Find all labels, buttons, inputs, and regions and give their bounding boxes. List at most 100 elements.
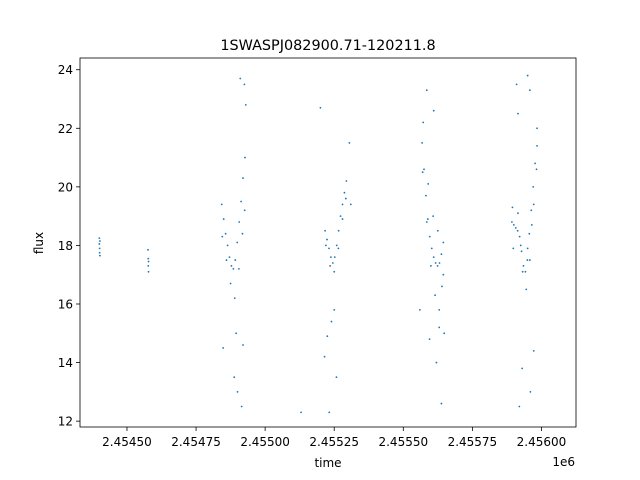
x-tick-label: 2.45575 — [448, 435, 498, 449]
data-point — [442, 273, 445, 276]
x-tick-label: 2.45450 — [102, 435, 152, 449]
x-axis: 2.45450 2.45475 2.45500 2.45525 2.45550 2.455… — [102, 427, 566, 449]
data-point — [233, 297, 236, 300]
data-point — [435, 361, 438, 364]
x-tick-label: 2.45600 — [517, 435, 567, 449]
y-tick-label: 24 — [58, 63, 73, 77]
data-point — [333, 256, 336, 259]
data-point — [330, 256, 332, 259]
data-point — [430, 265, 432, 267]
data-point — [530, 209, 533, 212]
data-point — [233, 376, 236, 379]
data-point — [512, 224, 515, 226]
data-point — [98, 243, 101, 245]
data-point — [331, 262, 334, 264]
data-point — [442, 241, 445, 244]
data-point — [434, 262, 437, 264]
data-point — [98, 247, 101, 250]
x-axis-label: time — [314, 456, 341, 470]
data-point — [511, 206, 514, 209]
data-point — [147, 248, 149, 251]
data-point — [222, 218, 225, 220]
x-tick-label: 2.45525 — [309, 435, 359, 449]
data-point — [345, 180, 348, 182]
data-point — [536, 144, 538, 147]
data-point — [147, 257, 150, 260]
data-point — [524, 270, 527, 273]
data-point — [518, 235, 521, 238]
data-point — [425, 221, 428, 223]
data-point — [99, 240, 101, 242]
data-point — [530, 224, 533, 226]
data-point — [244, 156, 246, 159]
data-point — [529, 390, 532, 393]
data-point — [222, 347, 225, 349]
data-point — [98, 251, 101, 254]
data-point — [325, 244, 327, 247]
data-point — [526, 74, 529, 77]
data-point — [230, 265, 233, 267]
data-point — [243, 83, 246, 86]
data-point — [512, 247, 515, 250]
data-point — [147, 270, 150, 273]
data-point — [436, 229, 439, 232]
data-point — [438, 326, 441, 329]
data-point — [344, 197, 347, 200]
data-point — [534, 162, 536, 165]
data-point — [422, 121, 425, 124]
data-point — [330, 320, 333, 323]
y-tick-label: 18 — [58, 239, 73, 253]
data-point — [300, 411, 302, 414]
data-point — [240, 405, 243, 408]
data-point — [516, 229, 519, 232]
data-point — [517, 212, 519, 215]
data-point — [225, 259, 228, 261]
data-point — [536, 127, 538, 130]
data-point — [333, 270, 336, 273]
data-point — [517, 112, 519, 115]
data-point — [522, 265, 525, 267]
data-point — [235, 332, 238, 335]
data-point — [514, 226, 517, 229]
data-point — [337, 247, 340, 250]
data-point — [242, 177, 244, 179]
data-point — [528, 232, 531, 235]
plot-frame — [79, 57, 577, 428]
y-tick-label: 12 — [58, 415, 73, 429]
data-point — [241, 232, 244, 235]
data-point — [147, 265, 150, 267]
data-point — [221, 235, 224, 238]
data-point — [341, 203, 344, 206]
data-point — [510, 221, 513, 223]
data-point — [243, 209, 246, 212]
data-point — [432, 215, 435, 218]
data-point — [418, 308, 421, 311]
data-point — [226, 244, 229, 247]
y-tick-label: 16 — [58, 298, 73, 312]
data-point — [528, 259, 531, 261]
data-point — [528, 89, 531, 92]
y-axis: 12 14 16 18 20 22 24 — [58, 63, 80, 429]
data-point — [421, 142, 423, 144]
data-point — [228, 256, 231, 259]
data-point — [423, 168, 425, 171]
data-point — [333, 308, 336, 311]
data-point — [443, 332, 446, 335]
data-point — [343, 191, 346, 194]
data-point — [432, 109, 435, 112]
data-point — [526, 259, 529, 261]
data-point — [428, 235, 431, 238]
data-point — [430, 247, 433, 250]
data-point — [337, 229, 340, 232]
data-point — [438, 262, 441, 264]
data-point — [425, 89, 428, 92]
data-point — [147, 260, 150, 263]
data-point — [515, 83, 518, 86]
data-point — [339, 215, 342, 218]
data-point — [425, 194, 427, 197]
data-point — [421, 171, 424, 174]
data-point — [349, 203, 352, 206]
x-tick-label: 2.45475 — [171, 435, 221, 449]
data-point — [434, 294, 436, 297]
